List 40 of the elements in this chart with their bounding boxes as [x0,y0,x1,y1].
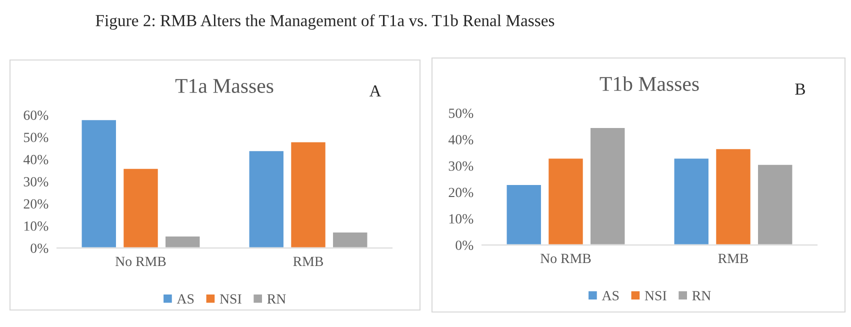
bar [505,184,542,245]
x-tick-label: No RMB [115,256,166,266]
bar [756,164,794,245]
y-tick-label: 0% [30,244,48,253]
y-tick-label: 10% [449,214,474,224]
bar [589,126,626,245]
y-tick-label: 20% [24,199,48,209]
y-tick-label: 60% [24,110,48,120]
legend-label: RN [692,291,711,300]
bar [714,148,752,245]
text: B [795,84,805,95]
legend-label: RN [267,294,286,304]
bar [248,150,285,248]
x-tick-label: No RMB [540,254,591,264]
legend-label: AS [602,291,619,300]
x-tick-label: RMB [293,256,324,266]
y-tick-label: 40% [448,134,474,144]
text: A [369,85,382,96]
y-tick-label: 50% [449,108,474,118]
legend-label: NSI [644,291,666,300]
y-tick-label: 30% [24,177,48,186]
y-tick-label: 30% [448,161,474,171]
bar [547,157,584,245]
bar [290,140,327,248]
bar [122,168,160,248]
y-tick-label: 40% [23,154,48,164]
y-tick-label: 50% [24,132,48,142]
bar [164,235,202,248]
legend-label: NSI [220,294,242,304]
y-tick-label: 0% [456,240,474,250]
legend-label: AS [176,294,194,304]
chart-title: T1a Masses [175,79,274,93]
y-tick-label: 20% [448,188,474,198]
y-tick-label: 10% [24,221,48,231]
chart-title: T1b Masses [600,76,699,91]
bar [80,118,118,248]
caption: Figure 2: RMB Alters the Management of T1a vs. T1b Renal Masses [96,14,554,30]
bar [672,157,710,245]
bar [332,231,369,248]
x-tick-label: RMB [718,254,748,264]
